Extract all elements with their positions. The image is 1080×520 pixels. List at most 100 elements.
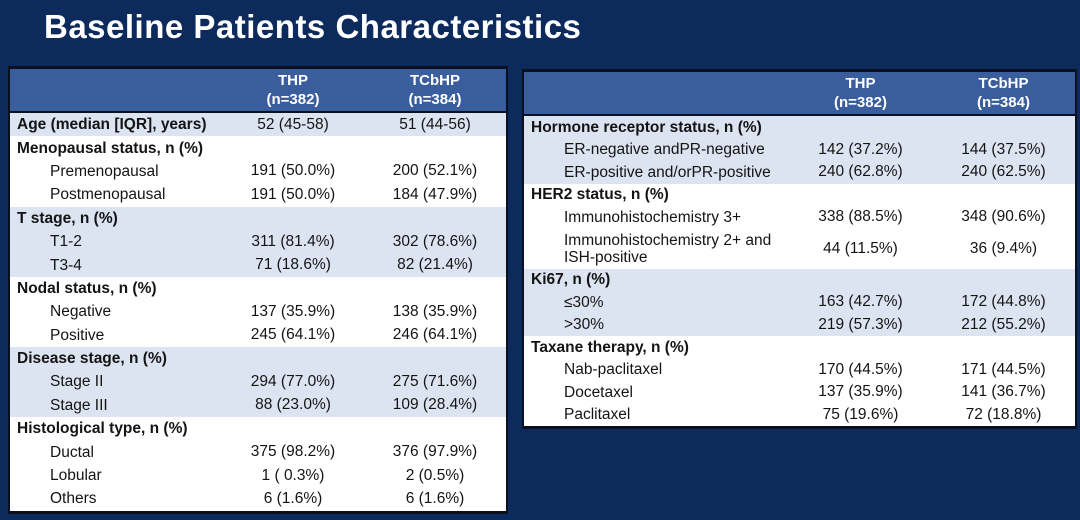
table-row: Nodal status, n (%): [10, 276, 506, 301]
column-n: (n=382): [266, 91, 320, 108]
row-label: >30%: [564, 316, 605, 334]
table-row: T1-2 311 (81.4%) 302 (78.6%): [10, 229, 506, 254]
row-label: Disease stage, n (%): [17, 350, 167, 368]
column-header-thp: THP (n=382): [789, 74, 932, 112]
row-value-tcbhp: 302 (78.6%): [392, 232, 478, 250]
row-value-thp: 142 (37.2%): [818, 140, 903, 158]
row-label: Lobular: [50, 467, 102, 485]
table-row: Immunohistochemistry 2+ and ISH-positive…: [524, 228, 1075, 269]
column-name: THP: [845, 75, 876, 92]
row-value-thp: 311 (81.4%): [251, 232, 335, 250]
row-label: Premenopausal: [50, 162, 159, 180]
row-value-tcbhp: 141 (36.7%): [961, 383, 1046, 401]
row-value-thp: 44 (11.5%): [823, 239, 898, 257]
row-label: Histological type, n (%): [17, 420, 188, 438]
row-label: Positive: [50, 326, 105, 344]
table-row: Premenopausal 191 (50.0%) 200 (52.1%): [10, 159, 506, 184]
row-value-thp: 338 (88.5%): [818, 208, 903, 226]
table-row: Disease stage, n (%): [10, 346, 506, 371]
row-value-tcbhp: 2 (0.5%): [405, 466, 465, 484]
row-label: ER-positive and/orPR-positive: [564, 163, 771, 181]
table-row: Negative 137 (35.9%) 138 (35.9%): [10, 300, 506, 324]
column-name: TCbHP: [410, 72, 460, 89]
table-row: Menopausal status, n (%): [10, 136, 506, 160]
row-value-tcbhp: 82 (21.4%): [397, 256, 473, 274]
table-row: ≤30% 163 (42.7%) 172 (44.8%): [524, 291, 1075, 314]
row-value-tcbhp: 376 (97.9%): [392, 443, 478, 461]
row-label: Ductal: [50, 443, 94, 461]
table-row: Stage III 88 (23.0%) 109 (28.4%): [10, 393, 506, 418]
row-value-thp: 163 (42.7%): [818, 293, 903, 311]
table-row: T3-4 71 (18.6%) 82 (21.4%): [10, 253, 506, 277]
row-value-tcbhp: 171 (44.5%): [961, 360, 1046, 378]
row-value-tcbhp: 51 (44-56): [399, 115, 471, 133]
column-header-thp: THP (n=382): [222, 71, 364, 109]
table-row: >30% 219 (57.3%) 212 (55.2%): [524, 313, 1075, 336]
table-row: Others 6 (1.6%) 6 (1.6%): [10, 487, 506, 511]
row-value-tcbhp: 200 (52.1%): [392, 162, 478, 180]
row-label: ER-negative andPR-negative: [564, 141, 765, 159]
row-label: Hormone receptor status, n (%): [531, 118, 762, 136]
table-row: Positive 245 (64.1%) 246 (64.1%): [10, 323, 506, 347]
row-label: Paclitaxel: [564, 406, 631, 424]
row-value-thp: 52 (45-58): [257, 115, 329, 133]
row-value-tcbhp: 72 (18.8%): [965, 405, 1042, 423]
row-value-tcbhp: 138 (35.9%): [392, 302, 478, 320]
row-label: HER2 status, n (%): [531, 186, 669, 204]
table-row: Age (median [IQR], years) 52 (45-58) 51 (4…: [10, 113, 506, 137]
row-value-thp: 219 (57.3%): [818, 315, 903, 333]
row-value-tcbhp: 6 (1.6%): [405, 489, 465, 507]
table-body: Hormone receptor status, n (%) ER-negativ…: [524, 116, 1075, 426]
column-header-tcbhp: TCbHP (n=384): [364, 71, 506, 109]
row-label: Taxane therapy, n (%): [531, 338, 689, 356]
row-label: Postmenopausal: [50, 186, 166, 204]
row-label: Menopausal status, n (%): [17, 139, 204, 157]
table-row: Docetaxel 137 (35.9%) 141 (36.7%): [524, 381, 1075, 404]
row-label: Others: [50, 490, 97, 508]
table-row: Immunohistochemistry 3+ 338 (88.5%) 348 (9…: [524, 206, 1075, 229]
row-value-thp: 1 ( 0.3%): [261, 466, 325, 484]
table-row: Taxane therapy, n (%): [524, 336, 1075, 359]
row-value-tcbhp: 246 (64.1%): [392, 326, 478, 344]
row-label: T stage, n (%): [17, 209, 118, 227]
column-name: TCbHP: [978, 75, 1029, 92]
table-row: ER-positive and/orPR-positive 240 (62.8%)…: [524, 161, 1075, 184]
row-value-tcbhp: 275 (71.6%): [392, 372, 478, 390]
row-value-thp: 170 (44.5%): [818, 360, 903, 378]
column-n: (n=384): [408, 91, 462, 108]
table-row: T stage, n (%): [10, 206, 506, 230]
table-header: THP (n=382) TCbHP (n=384): [10, 69, 506, 113]
table-row: ER-negative andPR-negative 142 (37.2%) 144…: [524, 138, 1075, 161]
column-n: (n=384): [977, 94, 1030, 111]
row-label: T1-2: [50, 233, 82, 251]
row-label: Immunohistochemistry 2+ and ISH-positive: [564, 231, 772, 266]
table-header: THP (n=382) TCbHP (n=384): [524, 72, 1075, 116]
row-value-thp: 191 (50.0%): [250, 162, 336, 180]
row-value-thp: 6 (1.6%): [263, 489, 323, 507]
row-value-thp: 191 (50.0%): [250, 185, 336, 203]
row-label: Docetaxel: [564, 383, 633, 401]
row-value-tcbhp: 348 (90.6%): [961, 208, 1046, 226]
row-value-tcbhp: 240 (62.5%): [961, 163, 1046, 181]
table-body: Age (median [IQR], years) 52 (45-58) 51 (4…: [10, 113, 506, 511]
table-row: Postmenopausal 191 (50.0%) 184 (47.9%): [10, 183, 506, 207]
table-row: Lobular 1 ( 0.3%) 2 (0.5%): [10, 463, 506, 488]
table-row: Ki67, n (%): [524, 268, 1075, 291]
row-label: ≤30%: [564, 293, 604, 311]
row-value-thp: 71 (18.6%): [255, 256, 331, 274]
row-value-tcbhp: 212 (55.2%): [961, 315, 1046, 333]
row-label: Nodal status, n (%): [17, 279, 157, 297]
row-value-tcbhp: 184 (47.9%): [392, 185, 478, 203]
column-header-tcbhp: TCbHP (n=384): [932, 74, 1075, 112]
table-row: Stage II 294 (77.0%) 275 (71.6%): [10, 370, 506, 394]
baseline-table-left: THP (n=382) TCbHP (n=384) Age (median [I…: [8, 66, 508, 514]
row-label: Nab-paclitaxel: [564, 361, 663, 379]
row-value-tcbhp: 172 (44.8%): [961, 293, 1046, 311]
table-row: Ductal 375 (98.2%) 376 (97.9%): [10, 440, 506, 464]
row-value-tcbhp: 36 (9.4%): [969, 239, 1038, 257]
row-value-thp: 294 (77.0%): [250, 372, 336, 390]
row-value-tcbhp: 144 (37.5%): [961, 140, 1046, 158]
row-label: T3-4: [50, 256, 82, 274]
table-row: HER2 status, n (%): [524, 183, 1075, 206]
